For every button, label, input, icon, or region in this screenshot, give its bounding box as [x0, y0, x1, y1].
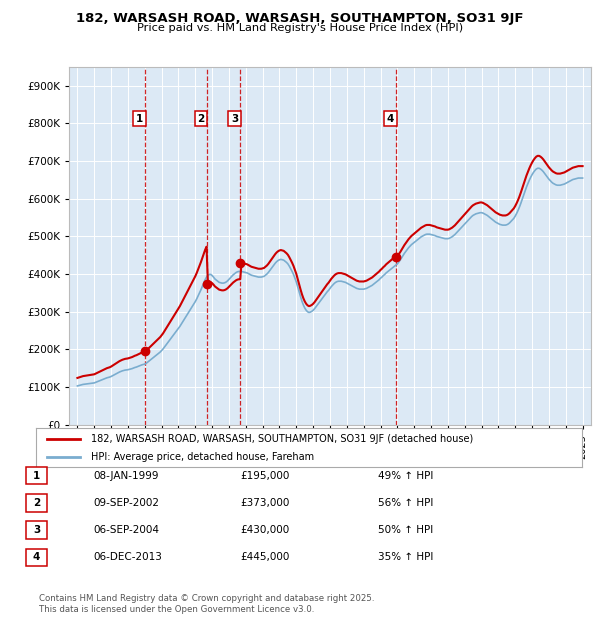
Text: 2: 2	[197, 114, 205, 124]
Text: £373,000: £373,000	[240, 498, 289, 508]
Text: £195,000: £195,000	[240, 471, 289, 480]
Text: 06-DEC-2013: 06-DEC-2013	[93, 552, 162, 562]
Text: 1: 1	[136, 114, 143, 124]
Text: 09-SEP-2002: 09-SEP-2002	[93, 498, 159, 508]
Text: 06-SEP-2004: 06-SEP-2004	[93, 525, 159, 535]
Text: 182, WARSASH ROAD, WARSASH, SOUTHAMPTON, SO31 9JF: 182, WARSASH ROAD, WARSASH, SOUTHAMPTON,…	[76, 12, 524, 25]
Text: 182, WARSASH ROAD, WARSASH, SOUTHAMPTON, SO31 9JF (detached house): 182, WARSASH ROAD, WARSASH, SOUTHAMPTON,…	[91, 434, 473, 444]
Text: 3: 3	[231, 114, 238, 124]
Text: £445,000: £445,000	[240, 552, 289, 562]
Text: Contains HM Land Registry data © Crown copyright and database right 2025.
This d: Contains HM Land Registry data © Crown c…	[39, 595, 374, 614]
Text: 56% ↑ HPI: 56% ↑ HPI	[378, 498, 433, 508]
Text: HPI: Average price, detached house, Fareham: HPI: Average price, detached house, Fare…	[91, 452, 314, 463]
Text: 08-JAN-1999: 08-JAN-1999	[93, 471, 158, 480]
Text: Price paid vs. HM Land Registry's House Price Index (HPI): Price paid vs. HM Land Registry's House …	[137, 23, 463, 33]
Text: 35% ↑ HPI: 35% ↑ HPI	[378, 552, 433, 562]
Text: 3: 3	[33, 525, 40, 535]
Text: 4: 4	[33, 552, 40, 562]
Text: 1: 1	[33, 471, 40, 480]
Text: 49% ↑ HPI: 49% ↑ HPI	[378, 471, 433, 480]
Text: 4: 4	[386, 114, 394, 124]
Text: 50% ↑ HPI: 50% ↑ HPI	[378, 525, 433, 535]
Text: £430,000: £430,000	[240, 525, 289, 535]
Text: 2: 2	[33, 498, 40, 508]
